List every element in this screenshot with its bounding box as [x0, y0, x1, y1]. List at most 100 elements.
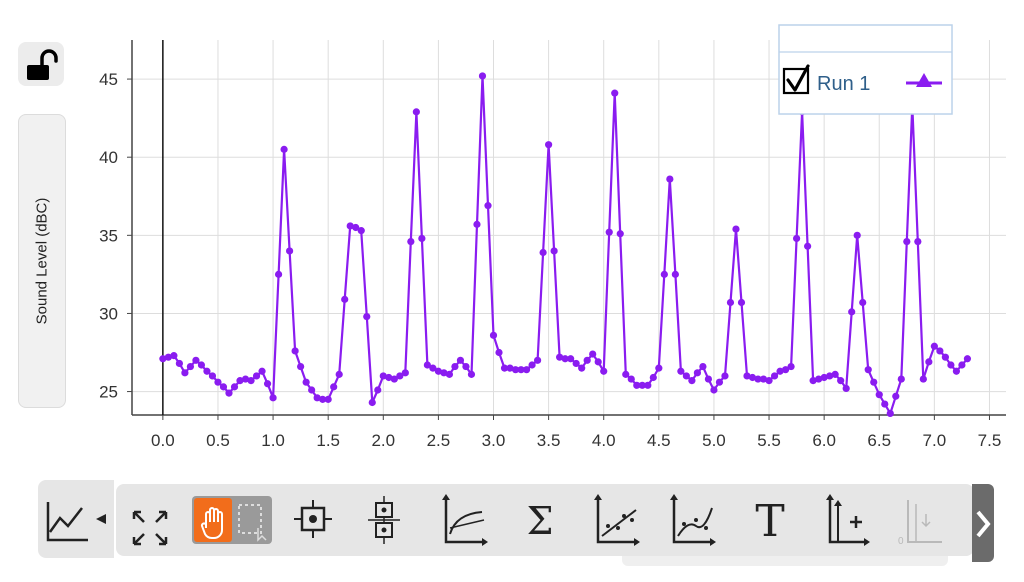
data-point[interactable]: [622, 370, 630, 378]
data-point[interactable]: [263, 380, 272, 388]
data-point[interactable]: [815, 375, 823, 383]
data-point[interactable]: [947, 361, 955, 369]
data-point[interactable]: [429, 364, 437, 372]
data-point[interactable]: [286, 247, 294, 255]
data-point[interactable]: [611, 89, 619, 97]
data-point[interactable]: [274, 270, 283, 278]
data-point[interactable]: [208, 372, 217, 380]
data-point[interactable]: [545, 141, 553, 149]
data-point[interactable]: [660, 270, 668, 278]
data-point[interactable]: [936, 347, 944, 355]
data-point[interactable]: [600, 367, 608, 375]
data-point[interactable]: [308, 386, 316, 394]
data-point[interactable]: [467, 370, 476, 378]
data-point[interactable]: [440, 369, 448, 377]
data-point[interactable]: [456, 356, 465, 364]
data-point[interactable]: [225, 389, 233, 397]
data-point[interactable]: [704, 375, 713, 383]
data-point[interactable]: [594, 358, 602, 366]
data-point[interactable]: [710, 386, 718, 394]
data-point[interactable]: [578, 364, 586, 372]
data-point[interactable]: [192, 356, 200, 364]
data-point[interactable]: [677, 367, 685, 375]
data-point[interactable]: [164, 353, 172, 361]
data-point[interactable]: [374, 386, 382, 394]
data-point[interactable]: [528, 361, 536, 369]
data-point[interactable]: [445, 370, 454, 378]
data-point[interactable]: [567, 355, 575, 363]
data-point[interactable]: [363, 312, 371, 321]
curve-fit-icon[interactable]: [670, 494, 716, 546]
sound-level-chart[interactable]: 0.0 0.5 1.0 1.5 2.0 2.5 3.0 3.5 4.0 4.5 5.0 5.5 6.0 6…: [0, 0, 1024, 470]
data-point[interactable]: [881, 400, 889, 408]
data-point[interactable]: [473, 220, 481, 228]
pan-button[interactable]: [194, 498, 232, 542]
data-point[interactable]: [952, 367, 961, 375]
data-point[interactable]: [688, 377, 696, 385]
legend-run-label[interactable]: Run 1: [817, 73, 870, 95]
data-point[interactable]: [903, 237, 911, 246]
tangent-icon[interactable]: [442, 494, 488, 546]
y-axis-label-button[interactable]: Sound Level (dBC): [18, 114, 66, 408]
data-point[interactable]: [291, 347, 299, 355]
data-point[interactable]: [754, 375, 762, 383]
data-point[interactable]: [919, 375, 927, 383]
data-point[interactable]: [715, 378, 724, 386]
data-point[interactable]: [330, 383, 338, 391]
data-point[interactable]: [247, 377, 255, 385]
data-point[interactable]: [489, 331, 498, 339]
data-point[interactable]: [837, 377, 845, 385]
data-point[interactable]: [682, 372, 690, 380]
interpolate-icon[interactable]: [368, 496, 400, 544]
data-point[interactable]: [671, 270, 679, 278]
data-point[interactable]: [853, 231, 861, 239]
data-point[interactable]: [269, 394, 277, 402]
data-point[interactable]: [186, 362, 195, 371]
statistics-button[interactable]: Σ: [527, 499, 554, 543]
data-point[interactable]: [495, 348, 503, 357]
data-point[interactable]: [159, 355, 167, 363]
data-point[interactable]: [407, 237, 415, 246]
data-point[interactable]: [434, 367, 442, 375]
data-point[interactable]: [423, 361, 431, 369]
data-point[interactable]: [859, 298, 867, 307]
data-point[interactable]: [627, 375, 635, 383]
data-point[interactable]: [886, 409, 894, 418]
pan-select-toggle[interactable]: [192, 496, 272, 544]
data-point[interactable]: [826, 372, 834, 380]
data-point[interactable]: [848, 308, 856, 316]
data-point[interactable]: [170, 352, 178, 360]
data-point[interactable]: [693, 369, 701, 377]
data-point[interactable]: [484, 202, 492, 210]
data-point[interactable]: [842, 384, 850, 393]
data-point[interactable]: [820, 373, 828, 382]
data-point[interactable]: [958, 361, 966, 369]
data-point[interactable]: [787, 362, 795, 371]
data-point[interactable]: [743, 372, 751, 380]
data-point[interactable]: [219, 383, 228, 391]
data-point[interactable]: [511, 366, 520, 374]
data-point[interactable]: [478, 72, 487, 80]
data-point[interactable]: [781, 366, 790, 374]
data-point[interactable]: [644, 381, 652, 389]
data-point[interactable]: [925, 358, 933, 366]
data-point[interactable]: [870, 378, 878, 386]
data-point[interactable]: [368, 398, 376, 407]
data-point[interactable]: [550, 247, 558, 255]
data-point[interactable]: [357, 227, 365, 235]
data-point[interactable]: [462, 362, 470, 371]
data-point[interactable]: [616, 230, 624, 238]
data-point[interactable]: [258, 367, 266, 375]
data-point[interactable]: [352, 223, 360, 232]
data-point[interactable]: [572, 359, 580, 368]
data-point[interactable]: [864, 366, 872, 374]
data-point[interactable]: [892, 392, 900, 400]
annotation-button[interactable]: T: [755, 496, 784, 547]
data-point[interactable]: [324, 395, 332, 403]
data-point[interactable]: [297, 362, 305, 371]
data-point[interactable]: [385, 373, 393, 382]
data-point[interactable]: [809, 377, 817, 385]
data-point[interactable]: [203, 367, 211, 375]
data-point[interactable]: [655, 364, 663, 372]
data-point[interactable]: [181, 369, 189, 377]
